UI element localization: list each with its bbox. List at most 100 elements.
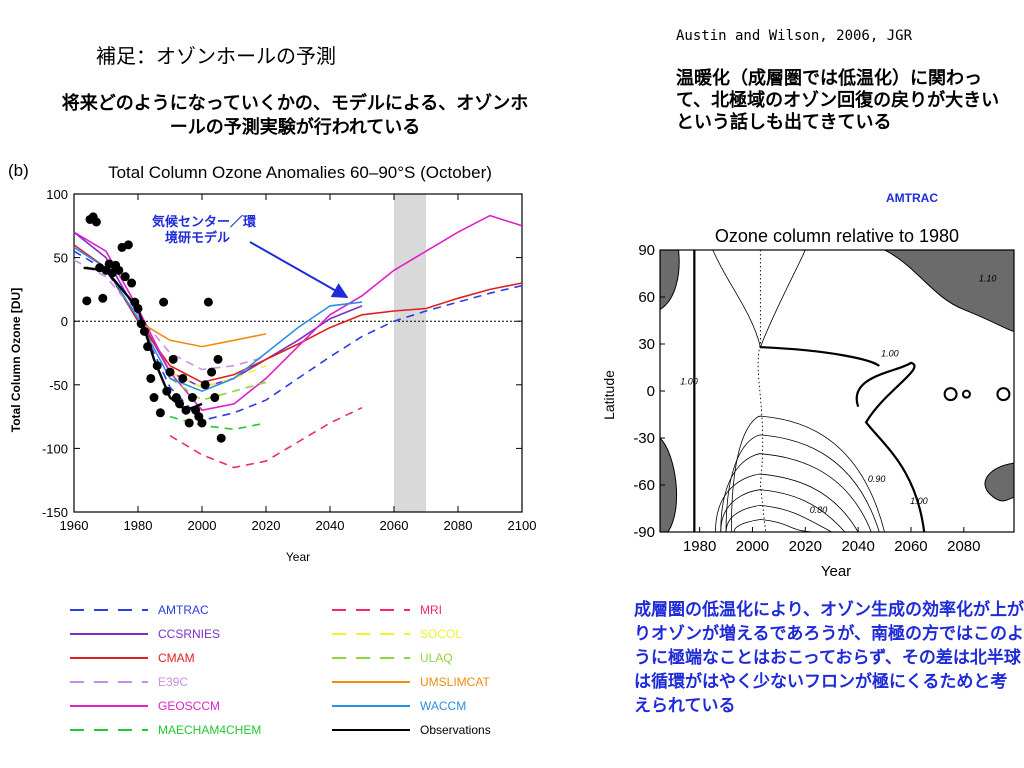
series-line-amtrac — [73, 250, 523, 422]
legend-label: UMSLIMCAT — [420, 675, 490, 689]
citation: Austin and Wilson, 2006, JGR — [676, 28, 913, 44]
contour-label: 1.00 — [910, 496, 928, 506]
observation-point — [203, 297, 213, 307]
legend-label: ULAQ — [420, 651, 453, 665]
legend-item-geosccm: GEOSCCM — [70, 696, 220, 716]
y-tick-label: -60 — [633, 477, 655, 494]
legend-swatch — [332, 609, 410, 611]
legend-swatch — [70, 633, 148, 635]
x-tick-label: 2000 — [736, 538, 769, 555]
observation-point — [91, 217, 101, 227]
chart-legend: AMTRAC CCSRNIES CMAM E39C GEOSCCM MAECHAM4CHE… — [70, 600, 540, 760]
bottom-note: 成層圏の低温化により、オゾン生成の効率化が上がりオゾンが増えるであろうが、南極の… — [634, 600, 1024, 716]
observation-point — [168, 354, 178, 364]
annotation-line-1: 気候センター／環 — [152, 214, 257, 229]
observation-point — [127, 278, 137, 288]
contour-south-ring — [725, 504, 832, 532]
contour-south-ring — [725, 434, 880, 532]
x-tick-label: 2060 — [380, 518, 409, 533]
x-tick-label: 2100 — [508, 518, 537, 533]
contour-south-ring — [715, 473, 859, 532]
y-tick-label: 50 — [54, 251, 68, 266]
y-tick-label: -100 — [42, 441, 68, 456]
observation-point — [162, 386, 172, 396]
annotation-arrow — [249, 241, 349, 298]
legend-item-maecham4chem: MAECHAM4CHEM — [70, 720, 261, 740]
right-note: 温暖化（成層圏では低温化）に関わって、北極域のオゾン回復の戻りが大きいという話し… — [676, 68, 1000, 133]
legend-swatch — [70, 681, 148, 683]
legend-swatch — [70, 705, 148, 707]
legend-swatch — [70, 729, 148, 731]
legend-label: E39C — [158, 675, 189, 689]
observation-point — [175, 399, 185, 409]
y-tick-label: -90 — [633, 524, 655, 541]
legend-item-e39c: E39C — [70, 672, 188, 692]
contour-south-ring — [730, 415, 885, 532]
legend-item-mri: MRI — [332, 600, 442, 620]
chart-title: Total Column Ozone Anomalies 60–90°S (Oc… — [108, 163, 492, 182]
observation-point — [146, 373, 156, 383]
chart-title: Ozone column relative to 1980 — [715, 226, 959, 246]
x-tick-label: 2000 — [188, 518, 217, 533]
series-line-geosccm — [73, 214, 523, 412]
contour-1-00-mid — [760, 346, 880, 367]
legend-label: WACCM — [420, 699, 467, 713]
x-tick-label: 2040 — [316, 518, 345, 533]
contour-label: 1.00 — [680, 377, 698, 387]
observation-point — [149, 393, 159, 403]
observation-point — [98, 293, 108, 303]
plot-frame — [73, 193, 523, 513]
legend-swatch — [70, 609, 148, 611]
intro-text: 将来どのようになっていくかの、モデルによる、オゾンホールの予測実験が行われている — [61, 93, 529, 138]
slide-title: 補足：オゾンホールの予測 — [96, 44, 336, 68]
observation-point — [152, 361, 162, 371]
legend-label: Observations — [420, 723, 491, 737]
legend-swatch — [70, 657, 148, 659]
observation-point — [155, 408, 165, 418]
y-tick-label: 90 — [638, 242, 655, 259]
legend-item-socol: SOCOL — [332, 624, 462, 644]
x-tick-label: 1980 — [124, 518, 153, 533]
legend-swatch — [332, 681, 410, 683]
panel-label: (b) — [8, 161, 29, 180]
y-tick-label: 30 — [638, 336, 655, 353]
legend-label: CMAM — [158, 651, 195, 665]
legend-label: CCSRNIES — [158, 627, 221, 641]
contour-south-ring — [720, 453, 872, 532]
x-axis-label: Year — [286, 550, 310, 564]
y-tick-label: 100 — [46, 187, 68, 202]
contour-north-mid — [712, 250, 806, 349]
legend-item-waccm: WACCM — [332, 696, 466, 716]
y-tick-label: 0 — [61, 314, 68, 329]
observation-point — [210, 393, 220, 403]
observation-point — [123, 240, 133, 250]
legend-swatch — [332, 705, 410, 707]
legend-label: MAECHAM4CHEM — [158, 723, 262, 737]
observation-point — [143, 342, 153, 352]
contour-ring — [961, 389, 971, 399]
x-tick-label: 2020 — [789, 538, 822, 555]
legend-swatch — [332, 633, 410, 635]
legend-item-cmam: CMAM — [70, 648, 195, 668]
contour-label: 0.90 — [868, 474, 886, 484]
minimum-trace — [757, 250, 767, 532]
legend-item-amtrac: AMTRAC — [70, 600, 209, 620]
y-tick-label: 0 — [647, 383, 655, 400]
series-line-mri — [169, 406, 363, 469]
annotation-label: 気候センター／環 境研モデル — [152, 214, 260, 245]
observation-point — [207, 367, 217, 377]
x-tick-label: 2080 — [444, 518, 473, 533]
x-axis-label: Year — [821, 563, 851, 580]
observation-point — [216, 433, 226, 443]
observation-point — [178, 373, 188, 383]
observation-point — [213, 354, 223, 364]
ozone-relative-chart: AMTRAC Ozone column relative to 1980 Lat… — [601, 191, 1015, 580]
observation-point — [139, 326, 149, 336]
projection-band — [394, 194, 426, 512]
legend-item-observations: Observations — [332, 720, 491, 740]
model-label: AMTRAC — [886, 191, 938, 205]
observation-point — [136, 319, 146, 329]
contour-label: 0.80 — [810, 505, 828, 515]
observation-point — [184, 418, 194, 428]
